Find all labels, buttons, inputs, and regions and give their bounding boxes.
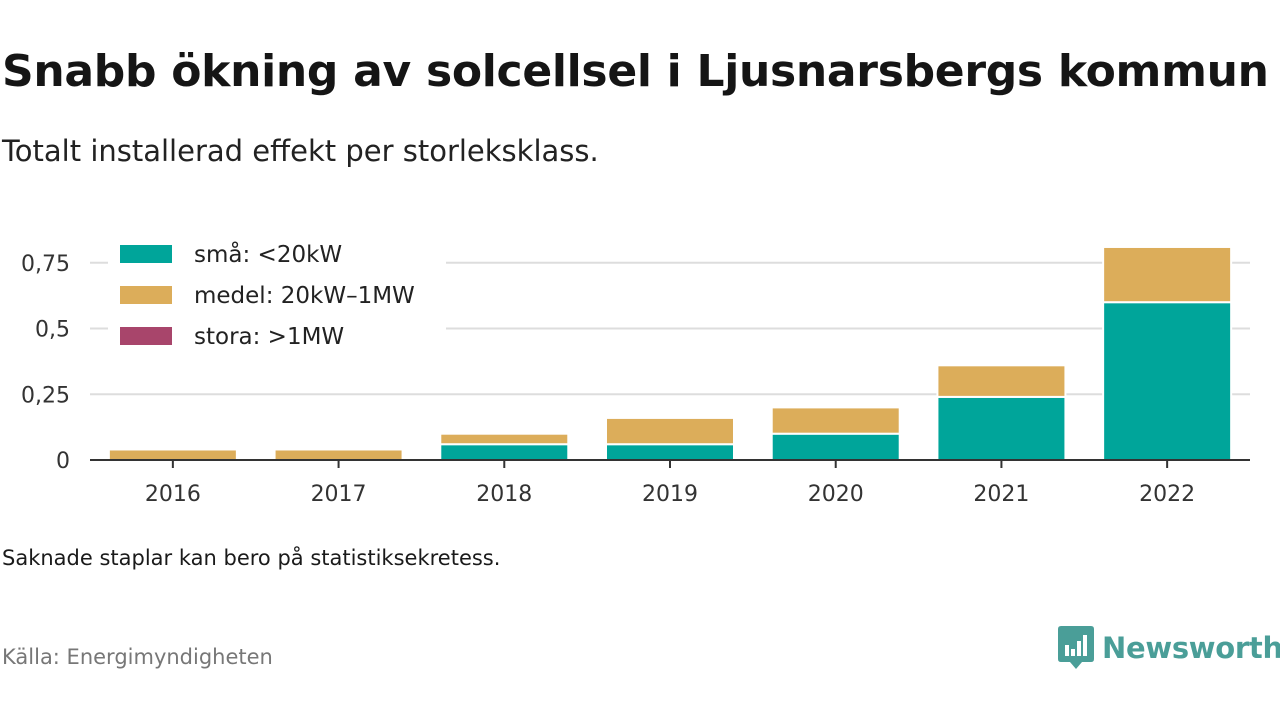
legend: små: <20kW medel: 20kW–1MW stora: >1MW [108, 235, 446, 360]
x-tick-label: 2022 [1139, 482, 1195, 507]
legend-label: stora: >1MW [194, 324, 344, 350]
bar-segment [936, 364, 1067, 398]
chart-subtitle: Totalt installerad effekt per storlekskl… [2, 134, 599, 168]
x-tick-label: 2021 [973, 482, 1029, 507]
bar-segment [605, 416, 735, 446]
x-tick-label: 2016 [145, 482, 201, 507]
legend-label: små: <20kW [194, 240, 342, 268]
bar-segment [107, 448, 238, 462]
bar-segment [439, 432, 570, 446]
footnote: Saknade staplar kan bero på statistiksek… [2, 546, 501, 570]
y-tick-label: 0,75 [21, 252, 70, 277]
x-tick-label: 2017 [311, 482, 367, 507]
brand-name: Newsworthy [1102, 631, 1280, 665]
bar-segment [770, 406, 901, 435]
bar-segment [770, 432, 901, 462]
x-tick-label: 2018 [476, 482, 532, 507]
bar-segment [1102, 245, 1233, 304]
bar-segment [273, 448, 404, 462]
bar-segment [1102, 301, 1233, 462]
chart-title: Snabb ökning av solcellsel i Ljusnarsber… [2, 46, 1269, 97]
source-credit: Källa: Energimyndigheten [2, 645, 273, 669]
x-tick-label: 2019 [642, 482, 698, 507]
newsworthy-logo-icon [1058, 626, 1094, 669]
bar-segment [936, 395, 1067, 462]
legend-swatch [120, 286, 172, 304]
y-tick-label: 0,25 [21, 383, 70, 408]
legend-label: medel: 20kW–1MW [194, 283, 415, 309]
legend-swatch [120, 245, 172, 263]
axes: 0 0,25 0,5 0,75 2016 2017 2018 2019 2020 2021 2022 [21, 252, 1250, 507]
bar-layer [107, 245, 1233, 462]
legend-swatch [120, 327, 172, 345]
bar-segment [605, 443, 735, 462]
y-tick-label: 0 [56, 449, 70, 474]
brand-logo: Newsworthy [1058, 626, 1280, 670]
y-tick-label: 0,5 [35, 318, 70, 343]
bar-segment [439, 443, 570, 462]
x-tick-label: 2020 [808, 482, 864, 507]
